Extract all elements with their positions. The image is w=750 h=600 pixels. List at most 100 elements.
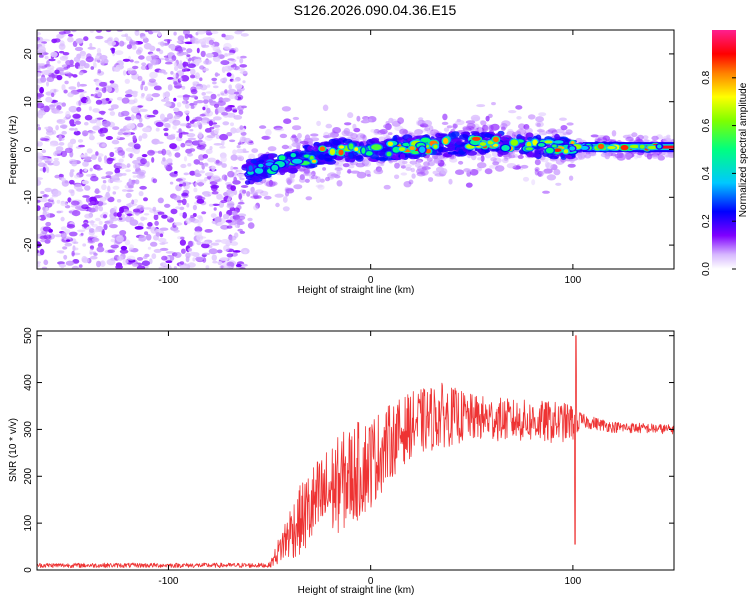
noise-blob xyxy=(195,256,204,261)
noise-blob xyxy=(152,206,157,212)
noise-blob xyxy=(83,62,90,69)
noise-blob xyxy=(159,247,169,251)
noise-blob xyxy=(168,53,172,59)
signal-halo-blob xyxy=(265,129,272,136)
noise-blob xyxy=(107,185,111,192)
noise-blob xyxy=(199,77,203,82)
noise-blob xyxy=(128,202,132,209)
signal-halo-blob xyxy=(651,154,659,159)
noise-blob xyxy=(129,69,137,76)
signal-halo-blob xyxy=(246,191,251,197)
signal-core-blob xyxy=(489,148,497,152)
noise-blob xyxy=(240,131,247,136)
signal-hotspot xyxy=(419,146,426,153)
noise-blob xyxy=(126,255,136,261)
noise-blob xyxy=(105,97,110,101)
noise-blob xyxy=(217,106,226,114)
noise-blob xyxy=(226,72,232,77)
noise-blob xyxy=(119,128,126,132)
noise-blob xyxy=(71,265,80,269)
signal-core-blob xyxy=(447,144,456,151)
noise-blob xyxy=(89,30,94,33)
noise-blob xyxy=(51,92,55,98)
noise-blob xyxy=(55,146,64,152)
noise-blob xyxy=(87,46,96,50)
noise-blob xyxy=(98,206,104,212)
noise-blob xyxy=(109,80,115,84)
noise-blob xyxy=(127,185,134,189)
snr-ytick-label: 400 xyxy=(23,374,34,391)
noise-blob xyxy=(88,196,98,203)
noise-blob xyxy=(78,83,88,87)
noise-blob xyxy=(59,56,69,61)
noise-blob xyxy=(101,184,107,191)
noise-blob xyxy=(60,150,68,158)
noise-blob xyxy=(132,208,141,213)
noise-blob xyxy=(96,120,102,127)
noise-blob xyxy=(202,154,209,159)
noise-blob xyxy=(93,252,98,256)
signal-halo-blob xyxy=(250,195,260,199)
noise-blob xyxy=(183,172,190,176)
snr-ytick-label: 500 xyxy=(23,327,34,344)
signal-halo-blob xyxy=(299,174,305,181)
noise-blob xyxy=(199,84,208,91)
noise-blob xyxy=(140,65,147,70)
noise-blob xyxy=(215,134,220,139)
noise-blob xyxy=(180,75,190,82)
noise-blob xyxy=(51,38,58,44)
signal-halo-blob xyxy=(383,124,391,129)
noise-blob xyxy=(212,81,217,85)
signal-halo-blob xyxy=(400,172,408,176)
signal-halo-blob xyxy=(631,132,638,138)
signal-halo-blob xyxy=(322,167,327,171)
spectrogram-xtick-label: 0 xyxy=(368,275,374,286)
noise-blob xyxy=(72,245,76,252)
noise-blob xyxy=(212,203,220,206)
signal-halo-blob xyxy=(265,180,276,188)
signal-halo-blob xyxy=(414,162,422,168)
noise-blob xyxy=(99,81,107,87)
noise-blob xyxy=(136,173,146,179)
noise-blob xyxy=(179,265,187,269)
noise-blob xyxy=(181,85,186,90)
signal-halo-blob xyxy=(370,129,376,133)
noise-blob xyxy=(242,148,247,152)
signal-hotspot xyxy=(501,145,510,151)
noise-blob xyxy=(228,52,235,55)
signal-halo-blob xyxy=(353,127,361,133)
noise-blob xyxy=(213,207,217,211)
noise-blob xyxy=(84,152,88,158)
noise-blob xyxy=(220,156,227,163)
signal-hotspot xyxy=(312,159,317,163)
noise-blob xyxy=(166,77,174,80)
signal-halo-blob xyxy=(534,159,541,166)
noise-blob xyxy=(157,237,167,243)
signal-halo-blob xyxy=(253,205,259,211)
signal-halo-blob xyxy=(477,157,482,161)
noise-blob xyxy=(238,201,245,205)
noise-blob xyxy=(67,197,72,203)
signal-halo-blob xyxy=(299,140,309,145)
signal-halo-blob xyxy=(636,154,642,159)
noise-blob xyxy=(61,130,67,135)
signal-halo-blob xyxy=(617,152,625,157)
noise-blob xyxy=(232,180,241,185)
noise-blob xyxy=(203,193,208,197)
noise-blob xyxy=(236,148,244,154)
signal-halo-blob xyxy=(408,179,414,185)
signal-halo-blob xyxy=(492,161,500,166)
noise-blob xyxy=(65,110,71,118)
signal-halo-blob xyxy=(515,105,523,110)
signal-halo-blob xyxy=(491,102,496,106)
signal-halo-blob xyxy=(355,162,365,168)
noise-blob xyxy=(90,201,96,205)
noise-blob xyxy=(41,266,48,269)
noise-blob xyxy=(122,259,129,266)
noise-blob xyxy=(198,236,207,239)
noise-blob xyxy=(37,92,42,99)
signal-halo-blob xyxy=(446,125,453,129)
signal-halo-blob xyxy=(247,217,253,222)
signal-halo-blob xyxy=(546,174,557,181)
noise-blob xyxy=(205,53,214,58)
